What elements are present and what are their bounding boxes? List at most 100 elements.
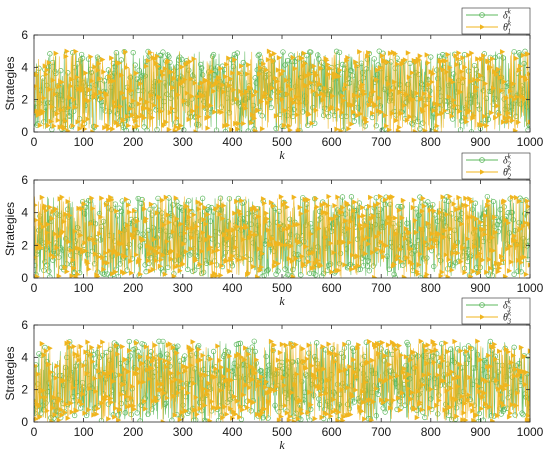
data-point (81, 362, 87, 369)
data-point (190, 73, 196, 79)
data-point (503, 95, 510, 101)
data-point (439, 269, 445, 275)
data-point (302, 93, 308, 99)
data-point (134, 76, 140, 82)
data-point (38, 394, 44, 401)
data-point (374, 76, 380, 83)
data-point (484, 269, 490, 275)
data-point (333, 48, 340, 54)
data-point (146, 251, 153, 257)
data-point (299, 55, 305, 61)
data-point (426, 81, 432, 88)
data-point (343, 218, 349, 224)
data-point (512, 366, 519, 372)
data-point (462, 64, 468, 71)
y-tick-label: 2 (21, 238, 28, 252)
data-point (313, 107, 319, 113)
data-point (427, 405, 433, 411)
data-point (455, 56, 461, 62)
data-point (209, 398, 215, 405)
data-point (300, 346, 306, 352)
data-point (82, 240, 88, 246)
data-point (217, 195, 224, 201)
data-point (107, 248, 113, 254)
data-point (98, 89, 104, 96)
data-point (127, 209, 133, 215)
data-point (435, 75, 441, 82)
data-point (37, 414, 43, 420)
data-point (60, 229, 66, 235)
data-point (494, 377, 500, 384)
data-point (379, 109, 385, 115)
data-point (130, 112, 136, 118)
data-point (123, 253, 129, 260)
data-point (174, 216, 180, 222)
y-axis-label: Strategies (3, 202, 17, 256)
data-point (137, 81, 144, 87)
data-point (489, 109, 495, 116)
data-point (121, 117, 127, 124)
data-point (496, 66, 502, 73)
data-point (343, 367, 349, 373)
data-point (137, 353, 144, 360)
data-point (437, 363, 443, 369)
data-point (142, 105, 149, 111)
data-point (317, 81, 323, 88)
data-point (480, 417, 487, 422)
data-point (426, 245, 432, 252)
data-point (149, 406, 155, 412)
data-point (97, 343, 103, 350)
x-tick-label: 400 (222, 425, 242, 439)
data-point (180, 385, 186, 391)
data-point (58, 107, 64, 113)
data-point (430, 244, 436, 250)
legend-box (461, 7, 531, 35)
data-point (357, 266, 364, 272)
data-point (206, 380, 212, 386)
data-point (385, 342, 392, 348)
data-point (504, 382, 511, 388)
data-point (435, 411, 441, 417)
data-point (138, 74, 144, 80)
data-point (108, 395, 114, 402)
data-point (504, 118, 511, 125)
data-point (371, 88, 377, 95)
data-point (224, 61, 230, 68)
data-point (436, 397, 442, 404)
data-point (384, 59, 391, 65)
data-point (162, 65, 168, 72)
data-point (40, 387, 46, 394)
data-point (114, 208, 120, 214)
data-point (53, 375, 59, 381)
data-point (101, 271, 108, 277)
data-point (448, 226, 454, 232)
data-point (370, 249, 376, 256)
data-point (301, 50, 307, 57)
data-point (107, 73, 113, 80)
data-point (69, 409, 75, 415)
data-point (169, 248, 175, 254)
data-point (517, 226, 524, 233)
data-point (56, 417, 62, 422)
data-point (187, 252, 193, 258)
data-point (359, 225, 365, 232)
data-point (429, 231, 435, 237)
data-point (44, 229, 50, 236)
data-point (211, 88, 217, 94)
data-point (188, 362, 194, 369)
data-point (513, 55, 520, 62)
data-point (157, 78, 164, 85)
data-point (55, 233, 61, 240)
data-point (88, 351, 94, 358)
data-point (290, 274, 296, 278)
data-point (161, 222, 167, 228)
data-point (102, 259, 108, 266)
data-point (295, 416, 301, 422)
data-point (128, 403, 134, 409)
data-point (134, 370, 141, 377)
data-point (251, 399, 257, 406)
legend-label: δk 3 (503, 298, 512, 314)
data-point (166, 360, 172, 366)
data-point (415, 388, 421, 395)
data-point (198, 65, 205, 71)
